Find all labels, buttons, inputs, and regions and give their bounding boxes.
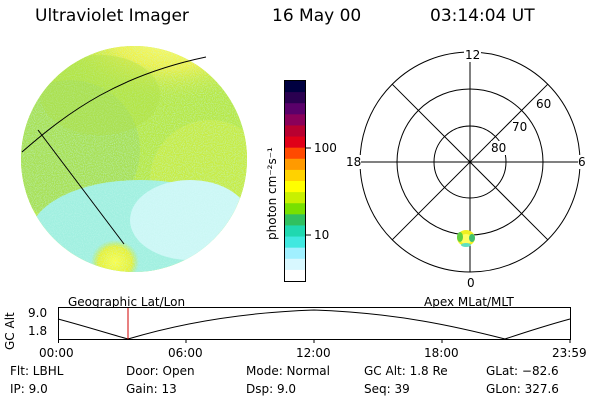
colorbar-band [285, 181, 305, 193]
colorbar-band [285, 236, 305, 249]
mlat-label-60: 60 [536, 97, 552, 111]
y-tick-1-8: 1.8 [28, 324, 48, 338]
info-seq: Seq: 39 [364, 382, 410, 396]
x-tick-1200: 12:00 [296, 346, 331, 360]
colorbar-band [285, 125, 305, 138]
colorbar-band [285, 192, 305, 204]
colorbar-band [285, 103, 305, 115]
colorbar-band [285, 258, 305, 271]
colorbar-border [284, 80, 306, 282]
colorbar-band [285, 92, 305, 104]
info-door: Door: Open [126, 364, 195, 378]
apex-mlat-mlt-title: Apex MLat/MLT [424, 295, 514, 309]
date-label: 16 May 00 [272, 6, 362, 26]
colorbar-tick-10: 10 [314, 228, 330, 242]
x-tick-1800: 18:00 [424, 346, 459, 360]
x-tick-2359: 23:59 [552, 346, 587, 360]
info-ip: IP: 9.0 [10, 382, 48, 396]
mlt-label-12: 12 [464, 48, 482, 62]
x-tick-0600: 06:00 [168, 346, 203, 360]
mlt-label-6: 6 [578, 155, 586, 169]
colorbar-band [285, 214, 305, 226]
colorbar-band [285, 203, 305, 215]
colorbar-ticks [306, 147, 311, 236]
colorbar-band [285, 158, 305, 171]
info-gc-alt: GC Alt: 1.8 Re [364, 364, 448, 378]
instrument-title: Ultraviolet Imager [35, 6, 189, 26]
time-label: 03:14:04 UT [430, 6, 535, 26]
info-flt: Flt: LBHL [10, 364, 64, 378]
x-tick-0000: 00:00 [39, 346, 74, 360]
colorbar-unit-label: photon cm⁻²s⁻¹ [265, 147, 279, 240]
colorbar-band [285, 247, 305, 260]
info-glon: GLon: 327.6 [486, 382, 559, 396]
info-gain: Gain: 13 [126, 382, 177, 396]
mlt-label-0: 0 [467, 276, 475, 290]
colorbar-band [285, 225, 305, 238]
mlat-label-80: 80 [491, 141, 507, 155]
colorbar-band [285, 269, 305, 282]
info-glat: GLat: −82.6 [486, 364, 559, 378]
altitude-orbit-plot [57, 307, 571, 343]
colorbar-band [285, 136, 305, 149]
auroral-image [21, 46, 247, 272]
info-dsp: Dsp: 9.0 [246, 382, 297, 396]
colorbar-band [285, 81, 305, 93]
info-mode: Mode: Normal [246, 364, 330, 378]
colorbar-band [285, 114, 305, 126]
y-tick-9: 9.0 [28, 306, 48, 320]
mlat-label-70: 70 [512, 120, 528, 134]
mlt-label-18: 18 [346, 155, 362, 169]
colorbar-band [285, 169, 305, 182]
polar-mlt-grid [359, 51, 581, 273]
auroral-oval-blob [457, 230, 475, 247]
colorbar-band [285, 147, 305, 160]
colorbar-tick-100: 100 [314, 141, 337, 155]
color-scale-bar [284, 80, 306, 282]
gc-alt-axis-label: GC Alt [3, 312, 17, 350]
geo-lat-lon-title: Geographic Lat/Lon [68, 295, 186, 309]
